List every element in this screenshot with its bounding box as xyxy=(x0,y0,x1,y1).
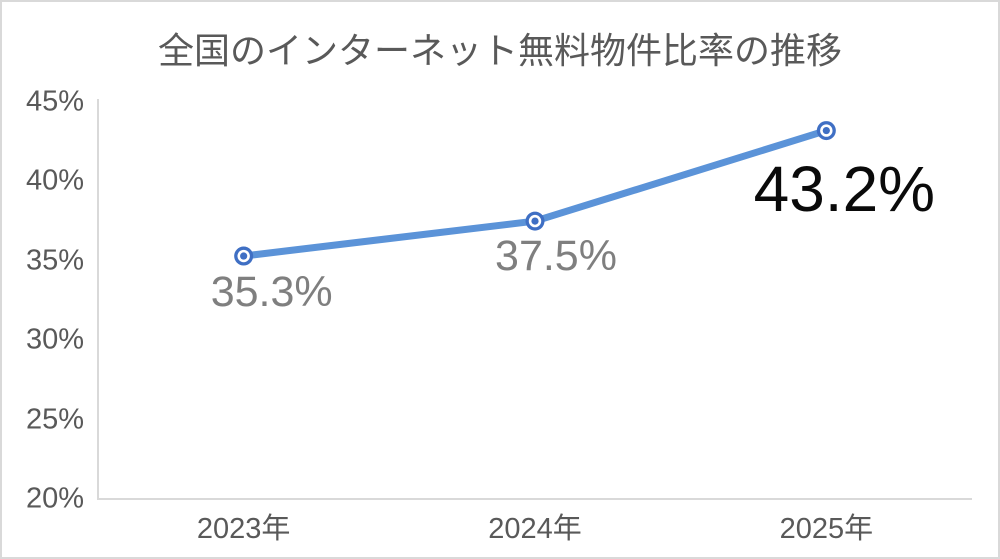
chart-title: 全国のインターネット無料物件比率の推移 xyxy=(157,30,842,71)
y-tick-label: 45% xyxy=(25,85,84,118)
data-label-2023: 35.3% xyxy=(210,268,333,317)
y-tick-label: 35% xyxy=(25,244,84,277)
data-point-marker-core xyxy=(240,252,248,260)
y-tick-label: 20% xyxy=(25,482,84,515)
x-tick-label-2025: 2025年 xyxy=(779,513,874,545)
data-point-marker-core xyxy=(531,217,539,225)
data-point-marker-core xyxy=(822,126,830,135)
y-tick-label: 25% xyxy=(25,403,84,436)
x-tick-label-2024: 2024年 xyxy=(488,513,582,545)
data-label-2025: 43.2% xyxy=(753,152,936,225)
y-tick-label: 30% xyxy=(25,323,84,356)
y-tick-label: 40% xyxy=(25,164,84,197)
x-tick-label-2023: 2023年 xyxy=(196,513,291,545)
data-label-2024: 37.5% xyxy=(495,232,617,281)
